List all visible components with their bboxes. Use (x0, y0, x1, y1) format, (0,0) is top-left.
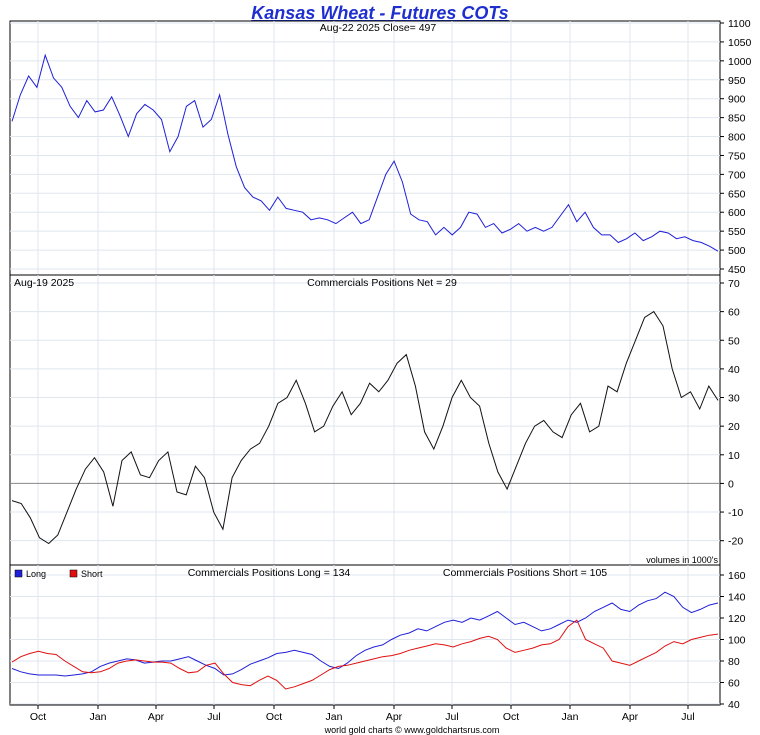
y-tick-label: 450 (728, 264, 746, 276)
x-tick-label: Apr (148, 711, 165, 723)
x-tick-label: Jul (445, 711, 458, 723)
y-tick-label: 600 (728, 207, 746, 219)
long-short-panel-frame (9, 564, 721, 706)
y-tick-label: 0 (728, 478, 734, 490)
legend-long-swatch (14, 569, 23, 578)
x-tick-label: Jan (562, 711, 579, 723)
long-line (11, 591, 719, 677)
y-tick-label: 70 (728, 278, 740, 290)
y-tick-label: 20 (728, 421, 740, 433)
price-y-axis: 450 500 550 600 650 700 750 800 850 900 950 1000 105… (720, 18, 752, 276)
y-tick-label: 500 (728, 245, 746, 257)
footer-credit: world gold charts © www.goldchartsrus.co… (324, 725, 500, 735)
y-tick-label: 140 (728, 592, 746, 604)
volume-note: volumes in 1000's (646, 555, 718, 565)
x-axis: Oct Jan Apr Jul Oct Jan Apr Jul Oct Jan Apr Jul (30, 705, 695, 723)
chart-title: Kansas Wheat - Futures COTs (251, 3, 508, 23)
y-tick-label: 1050 (728, 37, 752, 49)
long-short-y-axis: 40 60 80 100 120 140 160 (720, 570, 746, 711)
long-short-panel: Long Short Commercials Positions Long = … (9, 564, 746, 711)
y-tick-label: -20 (728, 536, 743, 548)
x-tick-label: Jul (681, 711, 694, 723)
net-date-label: Aug-19 2025 (14, 277, 74, 289)
y-tick-label: 550 (728, 226, 746, 238)
legend-short-swatch (69, 569, 78, 578)
legend-long-label: Long (26, 569, 46, 579)
x-tick-label: Oct (503, 711, 519, 723)
y-tick-label: 60 (728, 678, 740, 690)
y-tick-label: 950 (728, 75, 746, 87)
y-tick-label: 1000 (728, 56, 752, 68)
short-subtitle: Commercials Positions Short = 105 (443, 567, 607, 579)
x-tick-label: Oct (30, 711, 46, 723)
price-panel-frame (9, 20, 721, 276)
y-tick-label: 800 (728, 132, 746, 144)
y-tick-label: 60 (728, 307, 740, 319)
legend: Long Short (14, 569, 103, 579)
y-tick-label: 10 (728, 450, 740, 462)
x-tick-label: Apr (386, 711, 403, 723)
x-tick-label: Jan (90, 711, 107, 723)
net-panel: Aug-19 2025 Commercials Positions Net = … (9, 274, 743, 566)
x-tick-label: Jul (207, 711, 220, 723)
net-line (11, 310, 719, 545)
y-tick-label: 40 (728, 699, 740, 711)
x-tick-label: Oct (266, 711, 282, 723)
price-grid (10, 21, 720, 275)
price-line (11, 53, 719, 252)
long-subtitle: Commercials Positions Long = 134 (188, 567, 351, 579)
y-tick-label: 750 (728, 150, 746, 162)
price-panel: Aug-22 2025 Close= 497 450 500 550 600 650 70… (9, 18, 752, 276)
net-y-axis: -20 -10 0 10 20 30 40 50 60 70 (720, 278, 743, 548)
net-subtitle: Commercials Positions Net = 29 (307, 277, 457, 289)
y-tick-label: 50 (728, 335, 740, 347)
legend-short-label: Short (81, 569, 103, 579)
y-tick-label: 30 (728, 393, 740, 405)
y-tick-label: 160 (728, 570, 746, 582)
price-subtitle: Aug-22 2025 Close= 497 (320, 22, 437, 34)
y-tick-label: 120 (728, 613, 746, 625)
net-panel-frame (9, 274, 721, 566)
y-tick-label: 80 (728, 656, 740, 668)
y-tick-label: 1100 (728, 18, 751, 30)
y-tick-label: 850 (728, 113, 746, 125)
y-tick-label: 700 (728, 169, 746, 181)
x-tick-label: Apr (622, 711, 639, 723)
y-tick-label: 100 (728, 635, 746, 647)
y-tick-label: 900 (728, 94, 746, 106)
y-tick-label: 40 (728, 364, 740, 376)
y-tick-label: 650 (728, 188, 746, 200)
x-tick-label: Jan (326, 711, 343, 723)
short-line (11, 619, 719, 690)
y-tick-label: -10 (728, 507, 743, 519)
